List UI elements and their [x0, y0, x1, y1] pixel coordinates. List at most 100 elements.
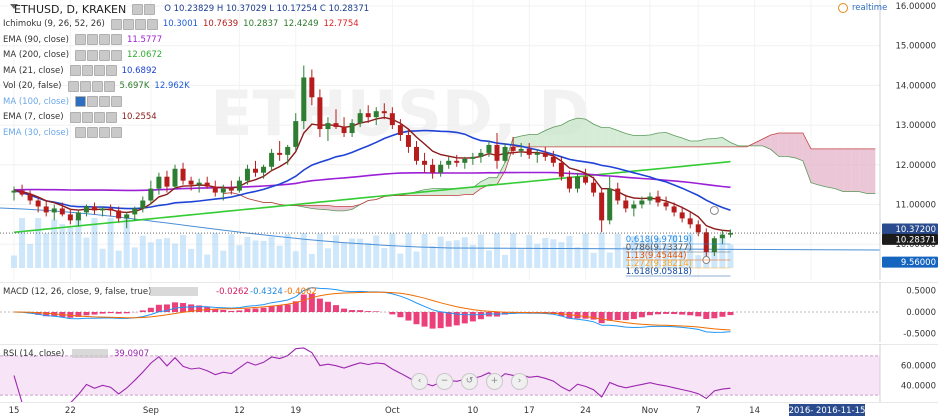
candle-body: [164, 176, 170, 187]
legend-settings-buttons[interactable]: [74, 127, 122, 138]
rsi-value: 39.0907: [114, 349, 149, 359]
candle-body: [156, 176, 162, 189]
legend-indicator-name: MA (200, close): [3, 50, 70, 60]
macd-histogram-bar: [679, 312, 686, 315]
volume-bar: [155, 239, 162, 268]
legend-row[interactable]: EMA (30, close): [3, 126, 127, 140]
zoom-in-icon[interactable]: +: [486, 373, 503, 390]
ichimoku-cloud-segment: [617, 130, 626, 147]
legend-indicator-name: MA (21, close): [3, 65, 64, 76]
scroll-right-icon[interactable]: ›: [511, 373, 528, 390]
legend-settings-buttons[interactable]: [67, 80, 115, 92]
volume-bar: [518, 249, 525, 268]
price-pane[interactable]: ETHUSD, D 0.618(9.97019) 0.786(9.73377) 1.1…: [0, 0, 938, 280]
ichimoku-cloud-segment: [722, 137, 731, 147]
macd-histogram-bar: [590, 312, 597, 320]
candle-body: [317, 97, 323, 130]
legend-row[interactable]: EMA (7, close) 10.2554: [3, 110, 162, 124]
legend-row[interactable]: EMA (90, close) 11.5777: [3, 33, 167, 47]
candle-body: [309, 77, 315, 98]
ichimoku-cloud-segment: [601, 127, 610, 147]
legend-row[interactable]: MA (21, close) 10.6892: [3, 64, 162, 78]
macd-histogram-bar: [405, 312, 412, 321]
macd-histogram-bar: [107, 312, 114, 314]
candle-body: [695, 224, 701, 233]
legend-value: 10.6892: [121, 65, 157, 76]
volume-bar: [389, 233, 396, 268]
ichimoku-cloud-segment: [303, 205, 312, 209]
volume-bar: [11, 255, 17, 268]
symbol-settings-buttons[interactable]: [132, 3, 156, 15]
candle-body: [575, 176, 580, 189]
candle-body: [373, 111, 379, 118]
candle-body: [333, 123, 339, 128]
ohlc-values: O 10.23829 H 10.37029 L 10.17254 C 10.28…: [164, 4, 370, 14]
macd-tick-label: -0.5000: [903, 330, 936, 340]
volume-bar: [494, 233, 500, 268]
fib-label: 0.786(9.73377): [626, 243, 692, 253]
macd-histogram-bar: [663, 312, 670, 314]
date-range-label: 2016- 2016-11-15: [789, 406, 866, 416]
signal-line: [13, 291, 731, 331]
legend-row[interactable]: Ichimoku (9, 26, 52, 26) 10.3001 10.7639 10…: [3, 17, 364, 31]
legend-settings-buttons[interactable]: [110, 18, 158, 30]
candle-body: [349, 123, 355, 134]
candle-body: [607, 188, 613, 221]
zoom-out-icon[interactable]: −: [436, 373, 453, 390]
macd-histogram-bar: [75, 312, 82, 317]
volume-bar: [558, 242, 565, 268]
candle-body: [188, 180, 194, 185]
legend-row[interactable]: MA (200, close) 12.0672: [3, 48, 167, 62]
candle-body: [711, 238, 717, 253]
candle-body: [446, 160, 452, 165]
macd-histogram-bar: [445, 312, 452, 327]
candle-body: [414, 146, 419, 161]
volume-bar: [67, 227, 74, 268]
ichimoku-cloud-segment: [714, 137, 723, 147]
legend-settings-buttons[interactable]: [75, 96, 123, 107]
scroll-left-icon[interactable]: ‹: [411, 373, 428, 390]
macd-tick-label: 0.5000: [906, 286, 936, 296]
volume-bar: [27, 244, 34, 268]
macd-histogram-bar: [236, 310, 243, 312]
ichimoku-cloud-segment: [690, 140, 699, 147]
macd-histogram-bar: [324, 301, 331, 312]
legend-settings-buttons[interactable]: [69, 111, 117, 123]
candle-body: [27, 194, 33, 201]
macd-histogram-bar: [163, 304, 170, 312]
legend-settings-buttons[interactable]: [69, 65, 117, 76]
volume-bar: [695, 255, 702, 268]
macd-chart[interactable]: 0.5000 0.0000 -0.5000 MACD (12, 26, close, …: [0, 282, 938, 342]
macd-histogram-bar: [429, 312, 436, 329]
legend-row[interactable]: Vol (20, false) 5.697K 12.962K: [3, 79, 195, 93]
collapse-legend-icon[interactable]: [10, 4, 18, 9]
volume-bar: [284, 234, 291, 268]
legend-settings-buttons[interactable]: [75, 49, 123, 61]
legend-row[interactable]: MA (100, close): [3, 95, 127, 109]
candle-body: [67, 214, 73, 221]
candle-body: [124, 214, 130, 219]
legend-indicator-name: MA (100, close): [3, 96, 70, 107]
price-tick-label: 16.00000: [895, 2, 936, 12]
macd-histogram-bar: [461, 312, 468, 324]
legend-value: 11.5777: [126, 34, 163, 45]
candle-body: [341, 127, 347, 134]
time-axis[interactable]: 1522Sep1219Oct101724Nov714212016- 2016-1…: [0, 402, 938, 417]
macd-value: -0.4324: [250, 287, 283, 297]
ichimoku-span-a: [223, 117, 876, 212]
candle-body: [558, 162, 564, 177]
macd-histogram-bar: [453, 312, 460, 326]
legend-settings-buttons[interactable]: [74, 34, 122, 45]
candle-body: [11, 190, 17, 193]
legend-indicator-name: EMA (30, close): [3, 127, 69, 138]
macd-histogram-bar: [646, 312, 653, 316]
candle-body: [526, 148, 532, 155]
macd-histogram-bar: [284, 304, 291, 312]
price-chart[interactable]: ETHUSD, D0.618(9.97019)0.786(9.73377)1.1…: [0, 0, 938, 280]
reset-icon[interactable]: ↺: [461, 373, 478, 390]
candle-body: [59, 208, 65, 215]
macd-pane[interactable]: 0.5000 0.0000 -0.5000 MACD (12, 26, close, …: [0, 282, 938, 342]
ichimoku-cloud-segment: [819, 148, 828, 188]
volume-bar: [646, 239, 653, 268]
legend-value: 12.962K: [154, 81, 190, 91]
